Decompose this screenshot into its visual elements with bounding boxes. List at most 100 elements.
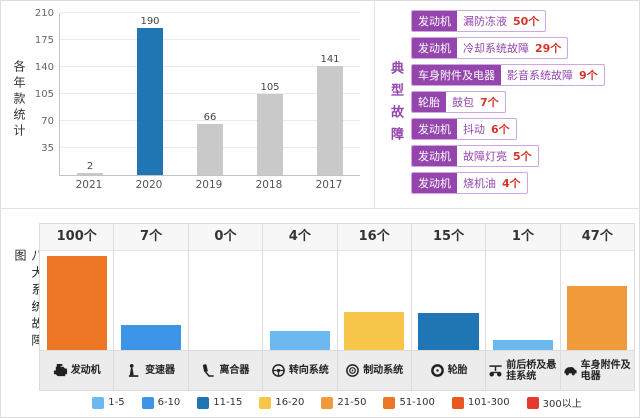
brake-disc-icon: [345, 363, 360, 378]
system-column: 16个 制动系统: [337, 224, 412, 390]
system-label: 转向系统: [288, 365, 329, 376]
fault-name: 冷却系统故障: [463, 42, 529, 55]
systems-fault-panel: 八大系统故障图 100个 发动机 7个 变速器 0个 离合器 4个 转向系统 16个 制动系统 15…: [1, 209, 639, 417]
system-footer: 前后桥及悬挂系统: [486, 350, 560, 390]
system-label: 发动机: [70, 365, 101, 376]
system-fault-count: 0个: [188, 224, 263, 251]
year-bar-group: 105: [240, 13, 300, 175]
bar-value-label: 66: [203, 112, 217, 124]
fault-system-tag: 轮胎: [412, 92, 446, 112]
x-axis-label: 2018: [255, 179, 283, 191]
bar-value-label: 105: [260, 82, 280, 93]
legend-swatch: [259, 396, 272, 409]
system-fault-count: 100个: [40, 224, 114, 251]
fault-item[interactable]: 发动机 冷却系统故障 29个: [411, 37, 569, 59]
fault-count: 7个: [480, 96, 499, 109]
fault-count: 4个: [502, 177, 521, 190]
legend-item: 6-10: [141, 396, 180, 409]
legend-item: 300以上: [526, 395, 582, 410]
legend-swatch: [321, 396, 334, 409]
system-label: 离合器: [219, 365, 250, 376]
axle-suspension-icon: [488, 363, 503, 378]
system-label: 制动系统: [363, 365, 404, 376]
fault-system-tag: 发动机: [412, 11, 457, 31]
year-chart-title: 各年款统计: [12, 60, 26, 141]
bar-value-label: 190: [140, 16, 160, 28]
fault-item[interactable]: 发动机 故障灯亮 5个: [411, 145, 539, 167]
fault-name: 漏防冻液: [463, 15, 507, 28]
gridline: [60, 12, 360, 13]
legend-swatch: [141, 396, 154, 409]
system-bar: [567, 285, 628, 350]
gridline: [60, 66, 360, 67]
legend-swatch: [92, 396, 105, 409]
fault-name: 抖动: [463, 123, 485, 136]
fault-item[interactable]: 发动机 漏防冻液 50个: [411, 10, 547, 32]
y-axis-tick: 140: [34, 62, 54, 74]
legend-item: 1-5: [92, 396, 125, 409]
system-fault-count: 7个: [114, 224, 188, 251]
fault-count: 5个: [513, 150, 532, 163]
legend-label: 1-5: [108, 397, 125, 408]
y-axis-tick: 105: [34, 89, 54, 100]
system-label: 前后桥及悬挂系统: [506, 359, 557, 382]
legend-swatch: [526, 396, 539, 409]
legend-swatch: [383, 396, 396, 409]
legend-item: 101-300: [451, 396, 510, 409]
year-bar-group: 66: [180, 13, 240, 175]
system-column: 1个 前后桥及悬挂系统: [486, 224, 561, 390]
system-fault-count: 4个: [263, 224, 337, 251]
x-axis-label: 2021: [75, 179, 103, 191]
system-label: 车身附件及电器: [580, 359, 631, 382]
fault-system-tag: 车身附件及电器: [412, 65, 501, 85]
fault-item[interactable]: 发动机 烧机油 4个: [411, 172, 528, 194]
system-column: 15个轮胎: [411, 224, 487, 390]
fault-item[interactable]: 车身附件及电器 影音系统故障 9个: [411, 64, 605, 86]
year-bar: [197, 124, 223, 175]
year-stats-panel: 各年款统计 35 70 105 140 175 210 2 190 66 105 141 2021…: [1, 1, 375, 209]
system-bar: [418, 313, 479, 350]
typical-faults-panel: 典型故障 发动机 漏防冻液 50个 发动机 冷却系统故障 29个 车身附件及电器…: [375, 1, 639, 209]
gridline: [60, 93, 360, 94]
system-bar-area: [486, 251, 559, 350]
legend-item: 11-15: [197, 396, 242, 409]
year-chart-xaxis: 2021 2020 2019 2018 2017: [59, 179, 359, 191]
x-axis-label: 2017: [315, 179, 343, 191]
year-chart-bars: 2 190 66 105 141: [60, 13, 360, 175]
fault-count: 29个: [535, 42, 562, 55]
year-bar: [77, 173, 103, 175]
system-column: 100个发动机: [40, 224, 115, 390]
year-bar-group: 190: [120, 13, 180, 175]
system-column: 47个车身附件及电器: [560, 224, 634, 390]
fault-count: 9个: [579, 69, 598, 82]
fault-system-tag: 发动机: [412, 38, 457, 58]
engine-icon: [53, 363, 68, 378]
system-bar: [269, 331, 330, 350]
fault-item[interactable]: 轮胎 鼓包 7个: [411, 91, 506, 113]
system-label: 轮胎: [447, 365, 468, 376]
system-bar-area: [40, 251, 113, 350]
fault-system-tag: 发动机: [412, 173, 457, 193]
x-axis-label: 2019: [195, 179, 223, 191]
system-bar: [120, 325, 182, 350]
system-footer: 离合器: [188, 350, 263, 390]
system-footer: 轮胎: [411, 350, 486, 390]
legend-swatch: [197, 396, 210, 409]
system-label: 变速器: [145, 365, 176, 376]
fault-count: 50个: [513, 15, 540, 28]
year-bar-group: 2: [60, 13, 120, 175]
system-fault-count: 15个: [411, 224, 486, 251]
fault-system-tag: 发动机: [412, 146, 457, 166]
y-axis-tick: 175: [34, 35, 54, 46]
system-bar: [46, 255, 107, 350]
system-bar-area: [561, 251, 634, 350]
year-bar: [317, 66, 343, 175]
y-axis-tick: 70: [41, 116, 54, 128]
fault-item[interactable]: 发动机 抖动 6个: [411, 118, 517, 140]
legend-label: 51-100: [399, 397, 435, 408]
fault-name: 故障灯亮: [463, 150, 507, 163]
system-fault-count: 47个: [560, 224, 634, 251]
system-footer: 车身附件及电器: [560, 350, 634, 390]
system-footer: 发动机: [40, 350, 114, 390]
